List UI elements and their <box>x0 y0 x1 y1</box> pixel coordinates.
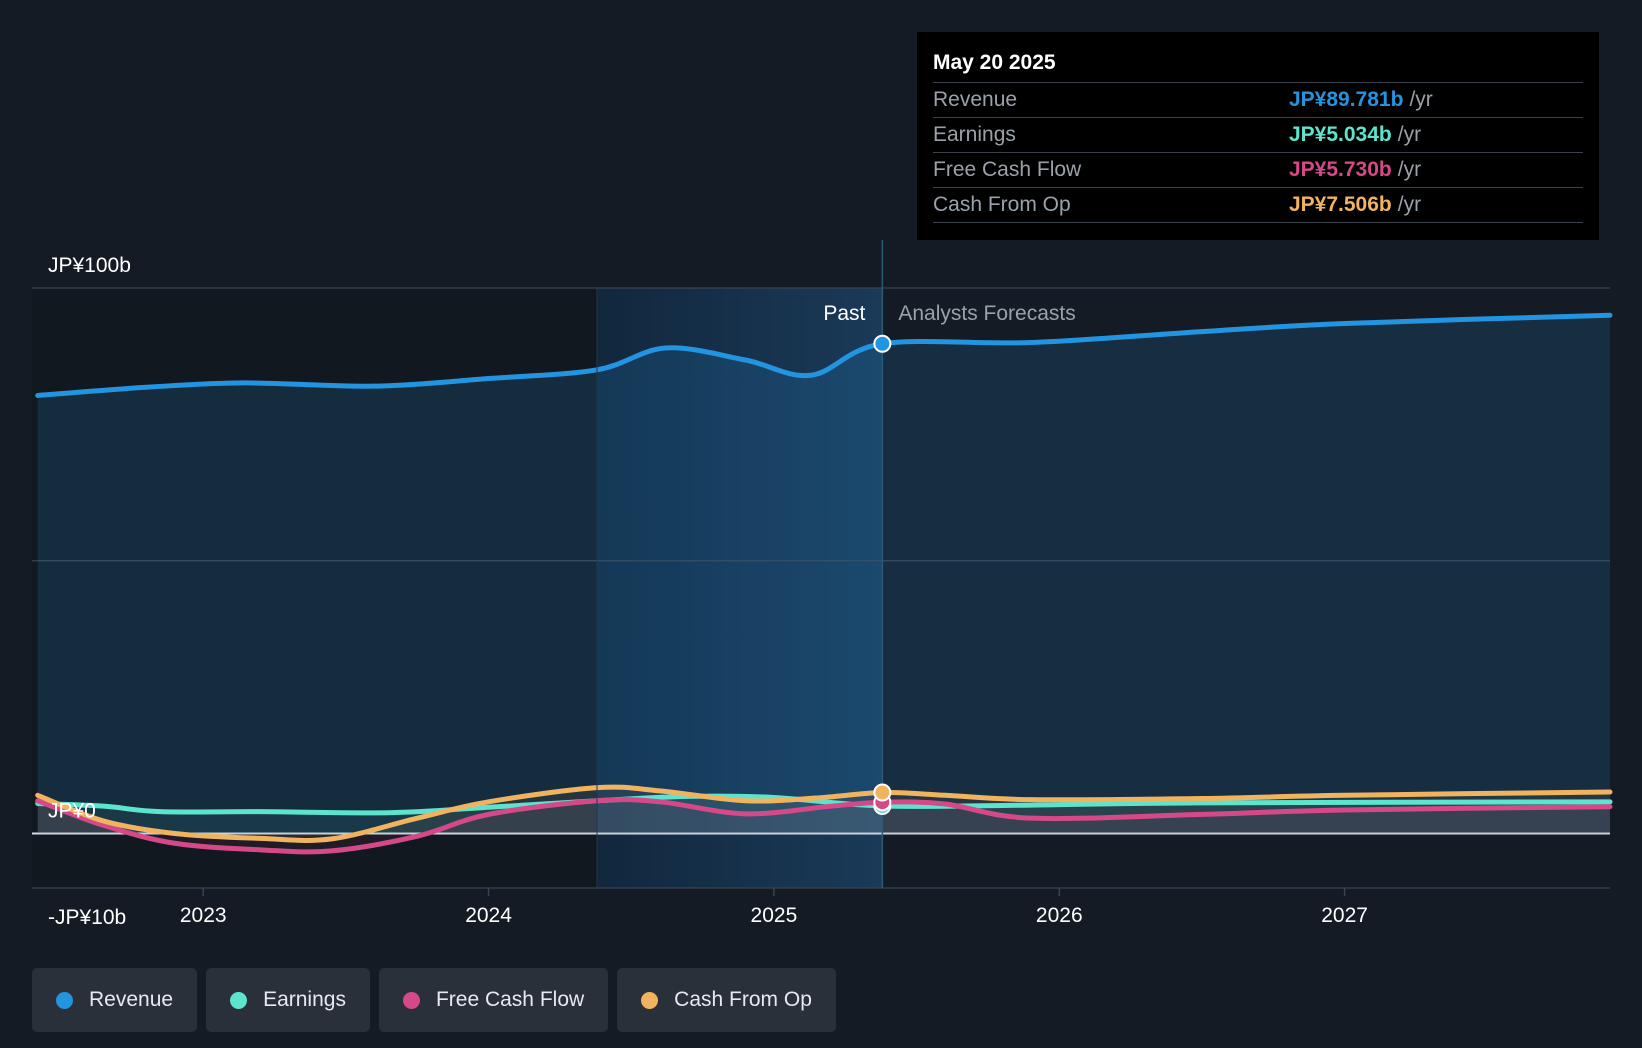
y-tick-label: JP¥0 <box>48 799 96 822</box>
x-tick-label: 2027 <box>1321 904 1368 927</box>
forecast-label: Analysts Forecasts <box>898 302 1075 325</box>
tooltip-label: Free Cash Flow <box>933 158 1082 181</box>
tooltip-unit: /yr <box>1409 88 1433 111</box>
free-cash-flow-line <box>35 797 1613 855</box>
past-label: Past <box>823 302 865 325</box>
cash-from-op-marker <box>873 783 892 802</box>
legend: Revenue Earnings Free Cash Flow Cash Fro… <box>32 968 836 1032</box>
tooltip-unit: /yr <box>1397 193 1422 216</box>
cash-from-op-line <box>35 784 1613 843</box>
legend-dot-icon <box>230 991 248 1009</box>
legend-label: Earnings <box>263 988 346 1011</box>
legend-item-free-cash-flow[interactable]: Free Cash Flow <box>378 968 609 1032</box>
free-cash-flow-area <box>37 799 1611 852</box>
tooltip: May 20 2025 Revenue JP¥89.781b /yr Earni… <box>917 32 1599 240</box>
revenue-marker <box>873 334 892 353</box>
tooltip-row-free-cash-flow: Free Cash Flow JP¥5.730b /yr <box>933 152 1583 187</box>
legend-dot-icon <box>641 991 659 1009</box>
tooltip-row-earnings: Earnings JP¥5.034b /yr <box>933 117 1583 152</box>
legend-item-cash-from-op[interactable]: Cash From Op <box>617 968 836 1032</box>
tooltip-row-cash-from-op: Cash From Op JP¥7.506b /yr <box>933 187 1583 223</box>
y-tick-label: -JP¥10b <box>48 906 126 929</box>
tooltip-value: JP¥89.781b <box>1289 88 1404 111</box>
legend-item-earnings[interactable]: Earnings <box>206 968 370 1032</box>
tooltip-label: Earnings <box>933 123 1016 146</box>
earnings-line <box>35 793 1613 816</box>
x-tick-label: 2026 <box>1036 904 1083 927</box>
revenue-line <box>35 312 1613 398</box>
tooltip-label: Revenue <box>933 88 1018 111</box>
tooltip-date: May 20 2025 <box>933 51 1056 74</box>
tooltip-value: JP¥7.506b <box>1289 193 1392 216</box>
x-tick-label: 2025 <box>751 904 798 927</box>
earnings-area <box>37 796 1611 834</box>
tooltip-value: JP¥5.730b <box>1289 158 1392 181</box>
legend-label: Cash From Op <box>674 988 812 1011</box>
legend-item-revenue[interactable]: Revenue <box>32 968 198 1032</box>
tooltip-unit: /yr <box>1397 123 1422 146</box>
legend-dot-icon <box>56 991 73 1009</box>
revenue-area <box>37 315 1611 834</box>
tooltip-row-revenue: Revenue JP¥89.781b /yr <box>933 82 1583 117</box>
legend-label: Free Cash Flow <box>435 988 585 1011</box>
legend-label: Revenue <box>89 988 174 1011</box>
x-tick-label: 2024 <box>465 904 512 927</box>
x-tick-label: 2023 <box>180 904 227 927</box>
legend-dot-icon <box>402 991 420 1009</box>
tooltip-value: JP¥5.034b <box>1289 123 1392 146</box>
tooltip-label: Cash From Op <box>933 193 1071 216</box>
y-tick-label: JP¥100b <box>48 254 131 277</box>
tooltip-unit: /yr <box>1397 158 1422 181</box>
